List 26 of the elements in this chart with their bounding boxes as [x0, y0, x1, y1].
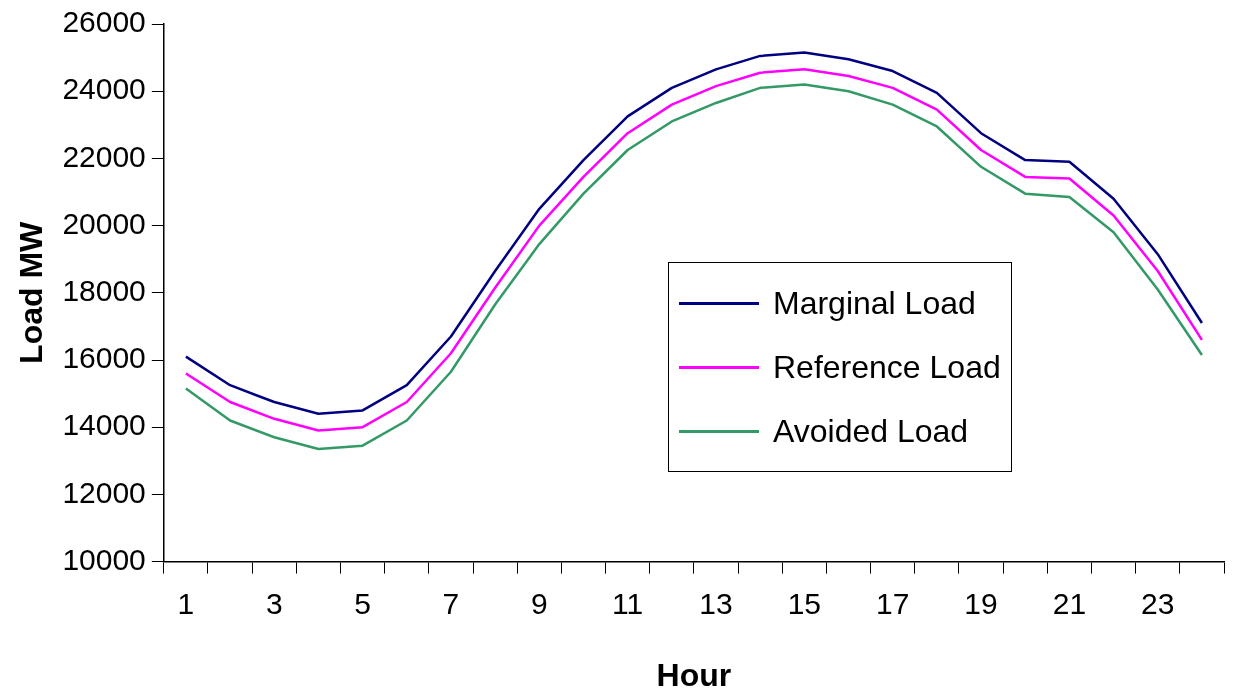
x-tick-label: 13 [699, 586, 733, 620]
y-tick-label: 18000 [62, 274, 146, 308]
x-tick-label: 9 [530, 586, 548, 620]
x-tick-label: 21 [1052, 586, 1087, 620]
y-tick-label: 24000 [62, 72, 146, 106]
legend-label: Marginal Load [773, 284, 976, 322]
x-tick-label: 5 [354, 586, 371, 620]
y-tick-label: 12000 [62, 475, 146, 509]
x-tick-label: 11 [612, 586, 644, 620]
x-tick-label: 17 [876, 586, 910, 620]
x-axis-title: Hour [656, 656, 732, 693]
y-tick-label: 16000 [62, 341, 146, 375]
y-tick-label: 20000 [62, 206, 146, 240]
x-tick-label: 23 [1141, 586, 1175, 620]
x-tick-label: 15 [787, 586, 822, 620]
y-tick-label: 22000 [62, 139, 146, 173]
y-tick-label: 14000 [62, 408, 146, 442]
legend-label: Reference Load [773, 348, 1001, 386]
x-tick-label: 7 [442, 586, 460, 620]
y-tick-label: 26000 [62, 5, 146, 39]
legend-label: Avoided Load [773, 412, 969, 450]
y-axis-title: Load MW [13, 220, 50, 364]
y-tick-label: 10000 [62, 542, 146, 576]
x-tick-label: 1 [177, 586, 195, 620]
x-tick-label: 3 [265, 586, 283, 620]
x-tick-label: 19 [964, 586, 998, 620]
